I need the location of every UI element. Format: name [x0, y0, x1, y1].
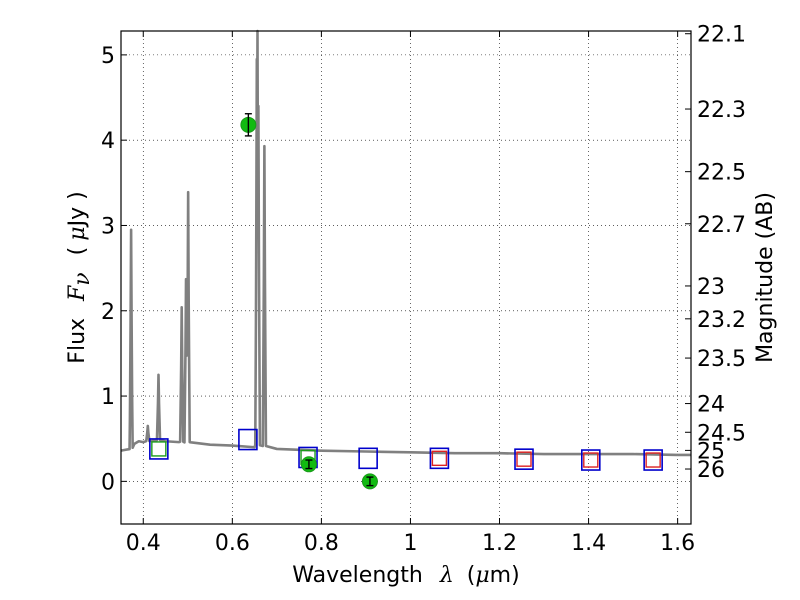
x-axis-label-symbol: λ [439, 563, 454, 588]
y-axis-label-unit-rest: Jy ) [65, 191, 90, 228]
x-tick-label: 1.6 [660, 531, 695, 556]
right-axis-label: Magnitude (AB) [753, 192, 778, 363]
y-axis-label-subscript: ν [70, 272, 95, 285]
y-axis-label-unit-open: ( [65, 247, 90, 256]
model-point-inner [431, 450, 448, 467]
model-point [643, 449, 663, 471]
spectrum-line [120, 29, 691, 457]
mag-tick-label: 22.1 [697, 23, 746, 48]
y-axis-label: Flux Fν ( μJy ) [65, 191, 95, 363]
model-point [581, 449, 601, 471]
mag-tick-label: 24 [697, 393, 725, 418]
mag-tick-label: 25 [697, 439, 725, 464]
y-axis-label-unit-mu: μ [65, 226, 90, 240]
y-tick-label: 5 [101, 44, 115, 69]
y-tick-label: 3 [101, 214, 115, 239]
y-axis-label-text: Flux [65, 318, 90, 364]
x-tick-label: 1 [403, 531, 417, 556]
axis-ticks: 0.4 0.6 0.8 1 1.2 1.4 1.601234522.122.322.522.… [101, 23, 746, 556]
model-point-inner [583, 452, 599, 468]
observed-photometry [240, 113, 378, 490]
y-axis-label-symbol: F [65, 285, 90, 302]
model-point-inner [151, 441, 167, 457]
model-photometry [149, 428, 663, 471]
x-axis-label: Wavelength λ (μm) [292, 563, 519, 588]
y-tick-label: 4 [101, 129, 115, 154]
x-axis-label-text: Wavelength [292, 563, 423, 588]
mag-tick-label: 22.5 [697, 161, 746, 186]
model-point [149, 438, 169, 460]
mag-tick-label: 23.5 [697, 347, 746, 372]
mag-tick-label: 22.3 [697, 98, 746, 123]
model-point [238, 428, 258, 451]
spectrum-layer [120, 29, 691, 457]
y-tick-label: 2 [101, 300, 115, 325]
x-tick-label: 1.4 [571, 531, 606, 556]
mag-tick-label: 22.7 [697, 213, 746, 238]
model-point-inner [645, 452, 661, 468]
y-tick-label: 0 [101, 470, 115, 495]
mag-tick-label: 23.2 [697, 308, 746, 333]
plot-frame [120, 30, 692, 525]
mag-tick-label: 23 [697, 275, 725, 300]
model-point-inner [516, 451, 532, 467]
x-axis-label-unit-mu: μ [475, 563, 489, 588]
x-tick-label: 0.4 [126, 531, 161, 556]
x-tick-label: 1.2 [482, 531, 517, 556]
model-point [514, 448, 534, 470]
y-tick-label: 1 [101, 385, 115, 410]
x-tick-label: 0.8 [304, 531, 339, 556]
mag-tick-label: 26 [697, 458, 725, 483]
model-point [358, 447, 378, 470]
x-tick-label: 0.6 [215, 531, 250, 556]
model-point [429, 447, 450, 470]
x-axis-label-unit-rest: m) [490, 563, 520, 588]
x-axis-label-unit-open: ( [467, 563, 476, 588]
grid [121, 31, 691, 524]
mag-tick-label: 24.5 [697, 421, 746, 446]
